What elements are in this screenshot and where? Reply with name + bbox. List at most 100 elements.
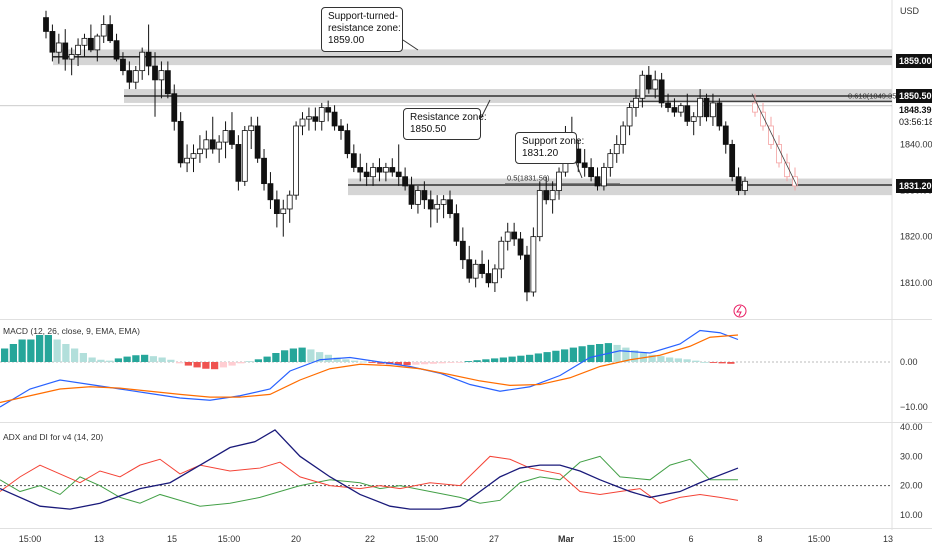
macd-histogram-bar [569,347,577,362]
candle [543,190,550,201]
macd-histogram-bar [359,361,367,363]
macd-histogram-bar [342,359,350,362]
macd-histogram-bar [272,353,280,362]
macd-histogram-bar [692,360,700,362]
candle [511,231,518,240]
macd-histogram-bar [613,344,621,362]
candle [703,97,710,118]
candle [742,180,748,191]
candle [75,44,81,55]
candle [126,70,133,83]
macd-histogram-bar [27,339,35,362]
callout-line: Support-turned- [328,11,399,22]
candle [184,157,190,164]
macd-histogram-bar [228,362,236,366]
candle [613,144,620,155]
candle [273,199,280,214]
macd-histogram-bar [526,354,534,362]
macd-histogram-bar [709,362,717,363]
lightning-icon [736,305,742,317]
last-price-label[interactable]: 1848.39 [896,103,932,117]
candle [524,254,530,293]
macd-histogram-bar [429,362,437,364]
candle [415,190,421,205]
candle [261,157,267,185]
callout-resistance-zone: Resistance zone: 1850.50 [403,108,487,140]
macd-histogram-bar [176,362,184,364]
adx-indicator-label[interactable]: ADX and DI for v4 (14, 20) [3,432,104,442]
macd-histogram-bar [307,349,315,362]
candle [325,107,332,113]
time-axis-tick: 15:00 [808,534,831,544]
macd-histogram-bar [648,354,656,362]
candle [299,118,306,127]
time-axis-tick: 15:00 [613,534,636,544]
callout-pointer [574,159,583,179]
candle [376,167,383,173]
price-label-1831[interactable]: 1831.20 [896,179,932,193]
macd-histogram-bar [456,362,464,363]
macd-histogram-bar [106,360,114,362]
callout-pointer [480,99,491,119]
macd-histogram-bar [202,362,210,369]
macd-indicator-label[interactable]: MACD (12, 26, close, 9, EMA, EMA) [3,326,140,336]
candle [601,167,607,187]
callout-line: 1850.50 [410,124,447,135]
fib-label-618: 0.618(1849.35) [848,91,899,100]
projection-candle [776,144,782,164]
candle [177,120,184,164]
macd-line [0,329,739,408]
candle [43,17,49,32]
countdown-label: 03:56:18 [896,115,932,129]
candle [338,125,344,131]
macd-histogram-bar [701,362,709,363]
macd-axis-tick: −10.00 [900,402,928,412]
candle [152,65,158,81]
candle [203,139,210,150]
candle [594,176,601,187]
candle [382,167,389,173]
macd-histogram-bar [193,362,201,368]
candle [710,102,716,118]
candle [395,171,402,178]
macd-histogram-bar [9,344,17,362]
projection-trend-line [751,93,798,187]
macd-histogram-bar [631,350,639,362]
candle [267,183,274,201]
candle [107,24,114,42]
price-label-1859[interactable]: 1859.00 [896,54,932,68]
candle [645,74,652,90]
candle [607,153,614,168]
time-axis-tick: 6 [688,534,693,544]
price-label-1850[interactable]: 1850.50 [896,89,932,103]
macd-histogram-bar [604,343,612,362]
candle [722,125,729,145]
adx-axis-tick: 30.00 [900,451,923,461]
zone-band [348,178,892,196]
macd-histogram-bar [246,361,254,362]
macd-histogram-bar [368,362,376,363]
macd-histogram-bar [727,362,735,364]
candle [344,130,351,155]
candle [235,144,242,182]
candle [536,190,543,238]
candle [120,58,126,72]
candle [434,203,441,210]
candle [94,35,101,51]
candle [68,54,75,60]
candle [280,208,287,214]
callout-pointer [402,39,419,51]
candle [677,105,684,113]
time-axis-tick: 20 [291,534,301,544]
candle [293,125,300,196]
price-axis-tick: 1820.00 [900,232,932,242]
macd-histogram-bar [149,356,157,362]
projection-candle [768,125,774,145]
macd-histogram-bar [53,339,61,362]
candle [62,42,69,60]
macd-histogram-bar [289,348,297,362]
candle [402,176,409,187]
candle [697,97,704,118]
macd-histogram-bar [324,354,332,362]
